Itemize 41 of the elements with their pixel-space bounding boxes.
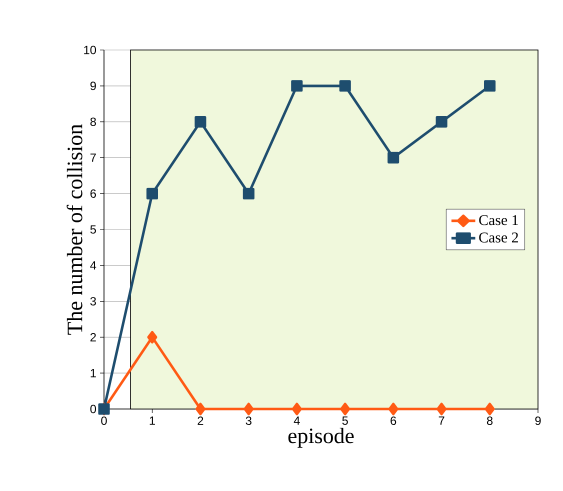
y-tick-label: 8 bbox=[90, 118, 96, 126]
point bbox=[146, 188, 158, 200]
y-tick-label: 5 bbox=[90, 225, 96, 234]
point bbox=[484, 402, 495, 416]
y-tick-label: 0 bbox=[90, 404, 96, 414]
point bbox=[242, 188, 254, 200]
x-axis-title: episode bbox=[288, 428, 354, 448]
x-tick-label: 2 bbox=[198, 416, 204, 425]
point bbox=[194, 116, 206, 128]
y-tick-label: 7 bbox=[90, 154, 96, 162]
x-tick-label: 9 bbox=[535, 416, 541, 425]
point bbox=[147, 330, 158, 344]
y-axis-title: The number of collision bbox=[66, 124, 82, 335]
point bbox=[195, 402, 206, 416]
x-tick-label: 8 bbox=[486, 416, 493, 425]
y-tick-label: 1 bbox=[90, 368, 96, 378]
y-tick-label: 3 bbox=[90, 297, 96, 306]
point bbox=[436, 116, 448, 128]
x-tick-label: 4 bbox=[294, 416, 300, 425]
point bbox=[244, 402, 254, 416]
point bbox=[388, 152, 400, 164]
point bbox=[291, 80, 303, 92]
y-tick-label: 2 bbox=[90, 333, 96, 342]
point bbox=[340, 402, 350, 416]
point bbox=[436, 402, 447, 416]
y-tick-label: 4 bbox=[90, 261, 96, 270]
y-tick-label: 10 bbox=[84, 46, 96, 54]
x-tick-label: 5 bbox=[342, 416, 348, 425]
x-tick-label: 3 bbox=[246, 416, 252, 425]
legend-label: Case 1 bbox=[479, 215, 518, 226]
x-tick-label: 7 bbox=[438, 416, 444, 425]
point bbox=[292, 402, 302, 416]
legend-label: Case 2 bbox=[479, 232, 518, 243]
x-tick-label: 1 bbox=[150, 416, 155, 425]
point bbox=[339, 80, 351, 92]
y-tick-label: 6 bbox=[90, 189, 96, 198]
x-tick-label: 0 bbox=[101, 416, 107, 425]
y-tick-label: 9 bbox=[90, 82, 96, 90]
point bbox=[484, 80, 496, 92]
x-tick-label: 6 bbox=[390, 416, 396, 425]
point bbox=[388, 402, 398, 416]
